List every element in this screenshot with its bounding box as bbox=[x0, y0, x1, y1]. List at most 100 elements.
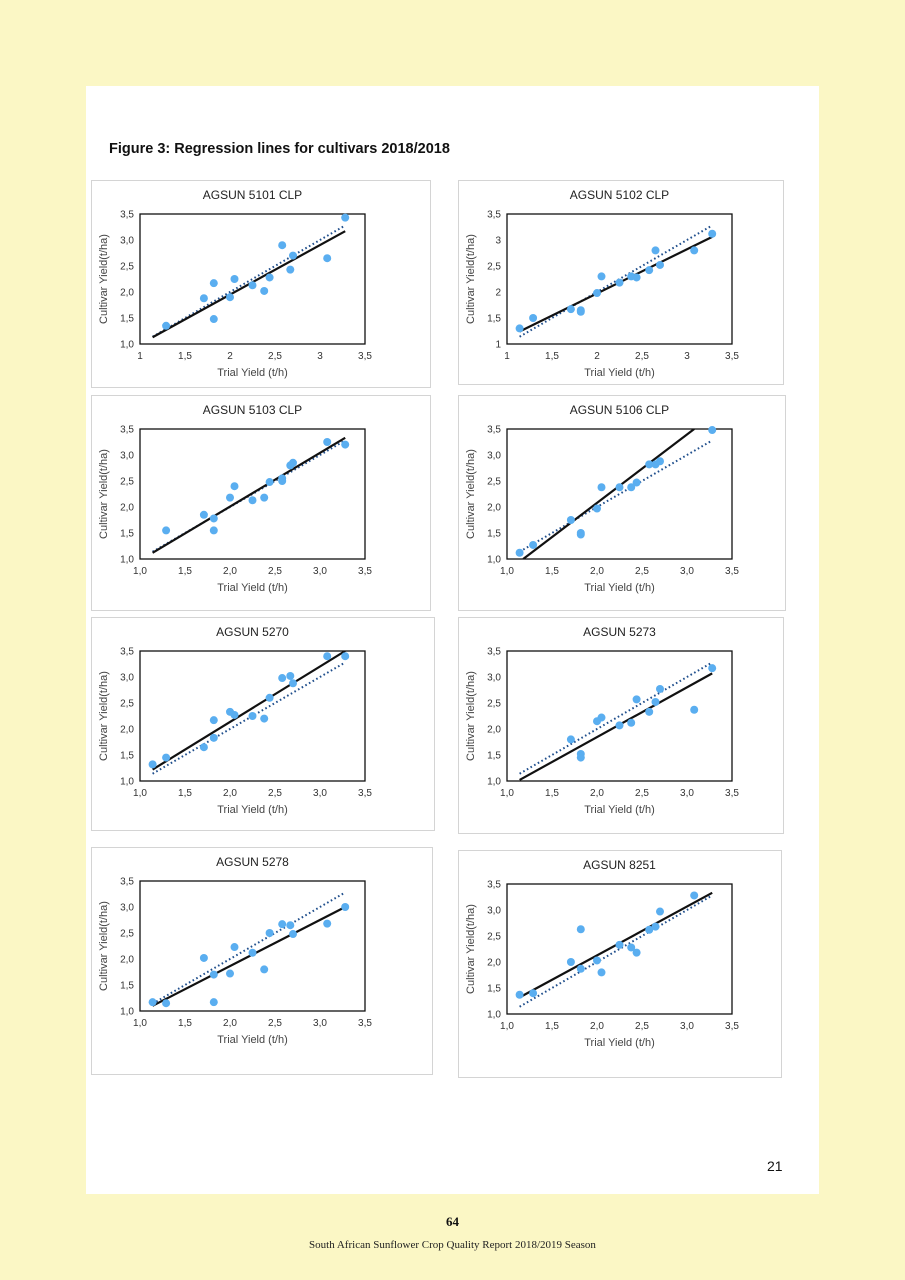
y-tick-label: 1,0 bbox=[120, 777, 134, 788]
data-point bbox=[708, 664, 717, 673]
x-tick-label: 2,0 bbox=[590, 566, 604, 577]
data-point bbox=[576, 964, 585, 973]
data-point bbox=[566, 735, 575, 744]
y-tick-label: 1,5 bbox=[487, 314, 501, 325]
data-point bbox=[341, 903, 350, 911]
data-point bbox=[529, 540, 538, 549]
chart-title: AGSUN 5101 CLP bbox=[203, 188, 302, 202]
chart-svg: AGSUN 5106 CLP 1,0 1,5 2,0 2,5 3,0 3,5 1,0 1,5 2,… bbox=[465, 403, 739, 594]
y-tick-label: 3,5 bbox=[487, 425, 501, 436]
data-point bbox=[645, 266, 654, 275]
x-tick-label: 2,0 bbox=[223, 1018, 237, 1029]
x-tick-label: 1,5 bbox=[178, 566, 192, 577]
x-tick-label: 1 bbox=[504, 351, 510, 362]
reference-line bbox=[519, 439, 713, 553]
data-point bbox=[529, 314, 538, 322]
data-point bbox=[566, 958, 575, 966]
page-number: 21 bbox=[767, 1158, 783, 1174]
plot-area bbox=[139, 880, 366, 1012]
data-point bbox=[248, 281, 257, 290]
data-point bbox=[278, 674, 287, 683]
data-point bbox=[209, 526, 218, 535]
plot-area bbox=[506, 650, 733, 782]
data-point bbox=[209, 998, 218, 1007]
data-point bbox=[515, 548, 524, 557]
data-point bbox=[162, 526, 171, 535]
data-point bbox=[209, 514, 218, 523]
plot-area bbox=[139, 213, 366, 345]
y-axis-label: Cultivar Yield(t/ha) bbox=[465, 449, 477, 539]
y-tick-label: 2,0 bbox=[487, 958, 501, 969]
data-point bbox=[615, 721, 624, 730]
data-point bbox=[209, 733, 218, 742]
x-tick-label: 1,0 bbox=[500, 1021, 514, 1032]
chart-panel-5: AGSUN 5270 1,0 1,5 2,0 2,5 3,0 3,5 1,0 1,5 2,0 2,5… bbox=[91, 617, 435, 831]
y-tick-label: 1,5 bbox=[120, 529, 134, 540]
data-point bbox=[162, 999, 171, 1008]
data-point bbox=[323, 919, 332, 928]
data-point bbox=[576, 530, 585, 539]
y-tick-label: 3,0 bbox=[120, 236, 134, 247]
y-tick-label: 2,5 bbox=[120, 699, 134, 710]
plot-area bbox=[139, 650, 366, 782]
y-tick-label: 2,0 bbox=[120, 955, 134, 966]
chart-svg: AGSUN 8251 1,0 1,5 2,0 2,5 3,0 3,5 1,0 1,5 2,0 2,5… bbox=[465, 858, 739, 1049]
x-tick-label: 3,5 bbox=[725, 351, 739, 362]
data-point bbox=[323, 652, 332, 661]
y-tick-label: 1,0 bbox=[487, 555, 501, 566]
reference-line bbox=[152, 224, 346, 338]
y-axis-label: Cultivar Yield(t/ha) bbox=[98, 901, 110, 991]
regression-line bbox=[152, 651, 346, 771]
data-point bbox=[162, 753, 171, 762]
data-point bbox=[615, 278, 624, 287]
data-point bbox=[651, 922, 660, 931]
x-axis-label: Trial Yield (t/h) bbox=[584, 804, 655, 816]
x-tick-label: 1,0 bbox=[133, 1018, 147, 1029]
x-tick-label: 1,5 bbox=[545, 566, 559, 577]
report-footer: South African Sunflower Crop Quality Rep… bbox=[309, 1239, 596, 1251]
data-point bbox=[248, 712, 257, 720]
data-point bbox=[289, 679, 297, 688]
y-tick-label: 3,5 bbox=[120, 877, 134, 888]
data-point bbox=[632, 695, 641, 704]
data-point bbox=[260, 286, 269, 295]
y-tick-label: 3,5 bbox=[120, 425, 134, 436]
data-point bbox=[265, 929, 274, 937]
chart-title: AGSUN 5106 CLP bbox=[570, 403, 669, 417]
data-point bbox=[656, 457, 664, 466]
data-point bbox=[656, 907, 664, 916]
data-point bbox=[566, 516, 575, 524]
data-point bbox=[515, 990, 524, 999]
y-axis-label: Cultivar Yield(t/ha) bbox=[465, 904, 477, 994]
x-tick-label: 1,5 bbox=[545, 1021, 559, 1032]
chart-panel-7: AGSUN 5278 1,0 1,5 2,0 2,5 3,0 3,5 1,0 1,5 2,0 2,5… bbox=[91, 847, 433, 1075]
data-point bbox=[248, 496, 257, 505]
x-tick-label: 1,5 bbox=[178, 1018, 192, 1029]
chart-panel-3: AGSUN 5103 CLP 1,0 1,5 2,0 2,5 3,0 3,5 1,0 1,5 2,… bbox=[91, 395, 431, 611]
data-point bbox=[656, 684, 664, 693]
x-tick-label: 2,5 bbox=[635, 1021, 649, 1032]
chart-panel-1: AGSUN 5101 CLP 1 1,5 2 2,5 3 3,5 1,0 1,5 2,0 2,5 3,… bbox=[91, 180, 431, 388]
y-tick-label: 3,0 bbox=[487, 451, 501, 462]
x-tick-label: 1,0 bbox=[500, 788, 514, 799]
data-point bbox=[341, 213, 350, 222]
x-tick-label: 3,0 bbox=[313, 788, 327, 799]
data-point bbox=[148, 760, 157, 769]
x-tick-label: 1,5 bbox=[178, 351, 192, 362]
y-tick-label: 1,5 bbox=[120, 981, 134, 992]
chart-title: AGSUN 5270 bbox=[216, 625, 289, 639]
data-point bbox=[209, 970, 218, 979]
x-tick-label: 2,0 bbox=[223, 788, 237, 799]
chart-panel-8: AGSUN 8251 1,0 1,5 2,0 2,5 3,0 3,5 1,0 1,5 2,0 2,5… bbox=[458, 850, 782, 1078]
data-point bbox=[690, 891, 699, 900]
data-point bbox=[226, 969, 234, 978]
data-point bbox=[593, 504, 601, 513]
y-tick-label: 1 bbox=[495, 340, 501, 351]
figure-title: Figure 3: Regression lines for cultivars… bbox=[109, 141, 450, 157]
y-axis-label: Cultivar Yield(t/ha) bbox=[465, 671, 477, 761]
data-point bbox=[265, 478, 274, 487]
x-tick-label: 2,5 bbox=[268, 788, 282, 799]
x-axis-label: Trial Yield (t/h) bbox=[217, 367, 288, 379]
regression-line bbox=[152, 906, 346, 1007]
y-tick-label: 2,0 bbox=[487, 503, 501, 514]
